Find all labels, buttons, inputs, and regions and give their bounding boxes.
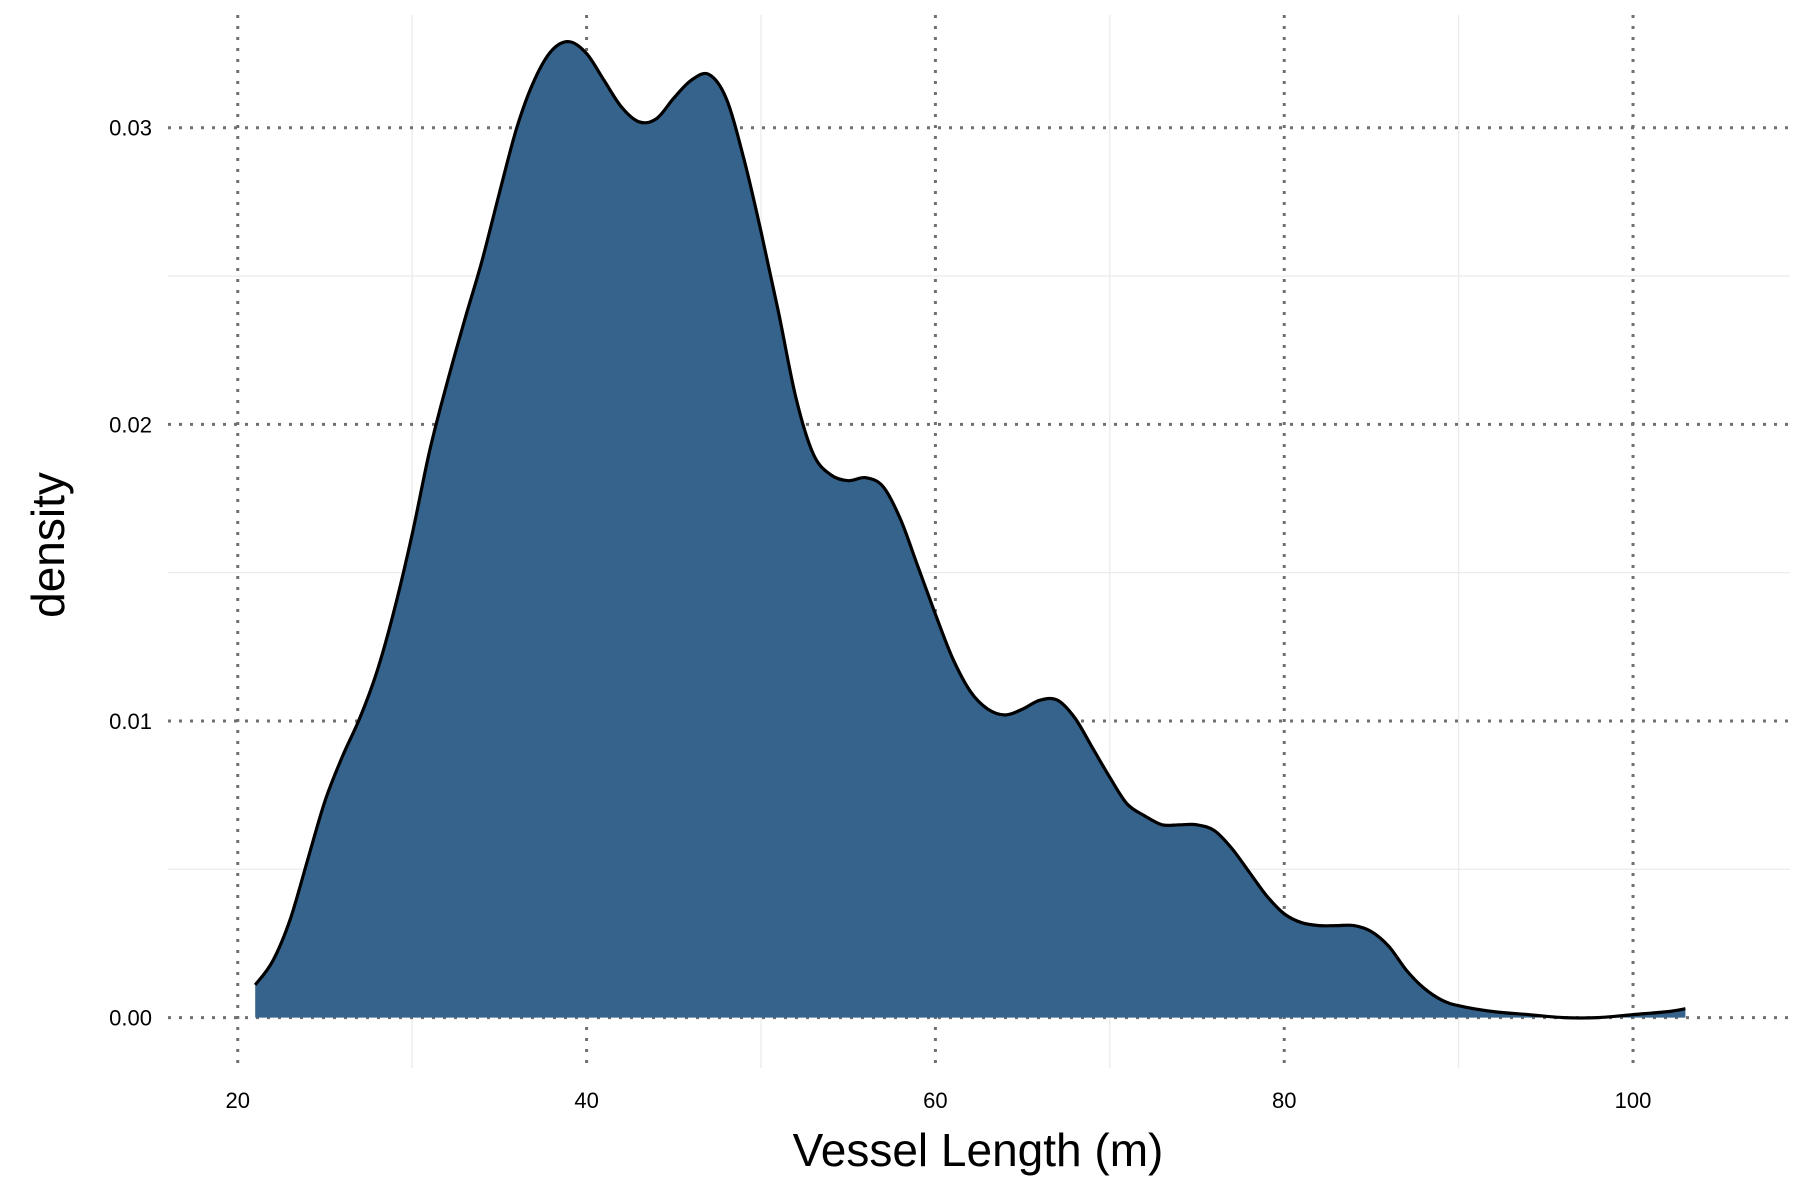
x-tick-label: 80 xyxy=(1272,1088,1296,1113)
y-axis-title: density xyxy=(22,472,74,618)
x-tick-label: 20 xyxy=(226,1088,250,1113)
y-tick-label: 0.02 xyxy=(109,412,152,437)
x-tick-label: 60 xyxy=(923,1088,947,1113)
density-area xyxy=(255,41,1686,1018)
x-tick-label: 100 xyxy=(1615,1088,1652,1113)
y-tick-label: 0.01 xyxy=(109,709,152,734)
y-tick-labels: 0.00 0.01 0.02 0.03 xyxy=(109,116,152,1031)
x-axis-title: Vessel Length (m) xyxy=(793,1124,1164,1176)
x-tick-label: 40 xyxy=(574,1088,598,1113)
y-tick-label: 0.03 xyxy=(109,116,152,141)
y-tick-label: 0.00 xyxy=(109,1006,152,1031)
density-line xyxy=(253,40,1686,1020)
x-tick-labels: 20 40 60 80 100 xyxy=(226,1088,1652,1113)
